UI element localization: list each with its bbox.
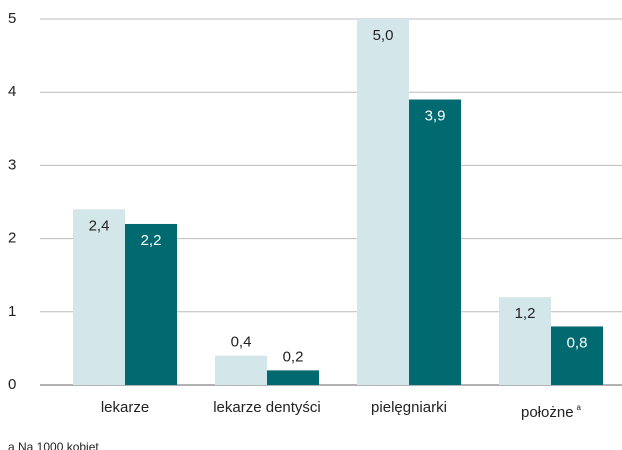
bar [215,355,267,385]
category-name: pielęgniarki [371,399,447,416]
value-label: 0,4 [231,334,252,351]
value-label: 0,2 [283,348,304,365]
value-label: 1,2 [515,305,536,322]
bar [551,326,603,385]
bar [125,223,177,385]
x-tick-label: położne a [496,398,606,422]
y-tick-label: 0 [8,376,16,393]
y-tick-label: 2 [8,230,16,247]
x-tick-label: lekarze dentyści [212,398,322,417]
bar [267,370,319,385]
x-tick-label: lekarze [70,398,180,417]
category-name: lekarze dentyści [213,399,321,416]
bar [409,99,461,386]
category-name: położne [521,404,574,421]
value-label: 3,9 [425,107,446,124]
y-tick-label: 4 [8,83,16,100]
bar [499,297,551,385]
bar [357,19,409,385]
y-tick-label: 5 [8,10,16,27]
value-label: 2,2 [141,232,162,249]
y-tick-label: 1 [8,303,16,320]
value-label: 2,4 [89,217,110,234]
value-label: 0,8 [567,334,588,351]
bar [73,209,125,385]
footnote-marker: a [576,403,581,412]
footnote: a Na 1000 kobiet [8,440,99,450]
value-label: 5,0 [373,27,394,44]
x-tick-label: pielęgniarki [354,398,464,417]
y-tick-label: 3 [8,156,16,173]
category-name: lekarze [100,399,150,416]
